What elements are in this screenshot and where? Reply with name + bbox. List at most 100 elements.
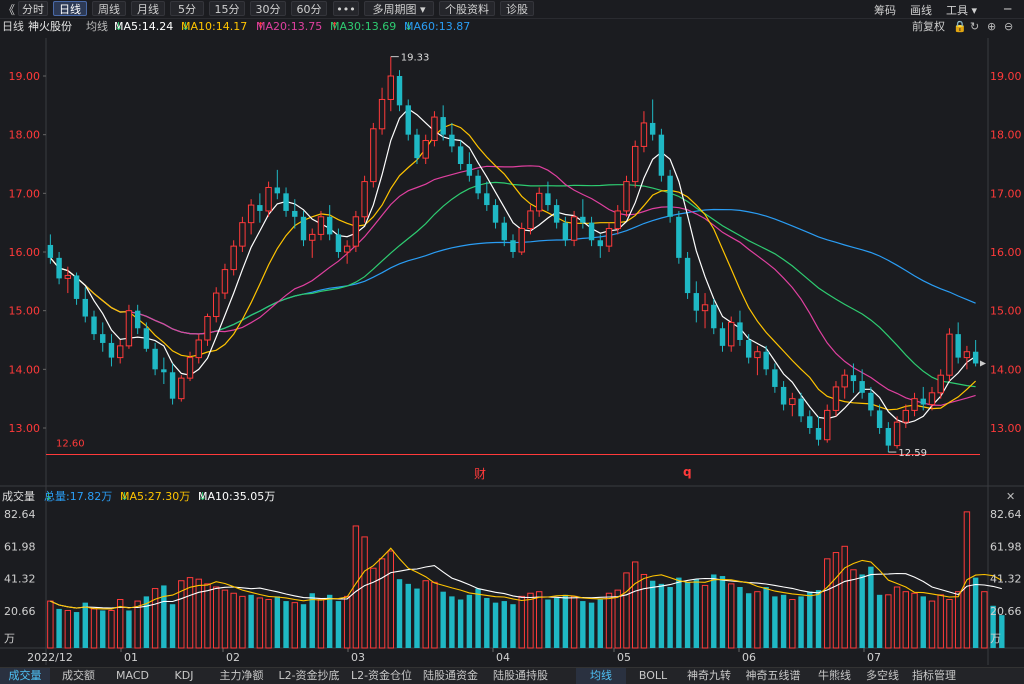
candle-body-down [152,348,158,370]
volume-bar-down [484,597,490,648]
chips-button[interactable]: 筹码 [874,4,896,17]
indicator-tab-10[interactable]: BOLL [638,669,668,682]
indicator-tab-bar: 成交量 成交额 MACD KDJ 主力净额 L2-资金抄底 L2-资金仓位 陆股通资金 陆股通持… [0,667,1024,684]
draw-line-button[interactable]: 画线 [910,4,932,17]
indicator-tab-7[interactable]: 陆股通资金 [423,669,478,682]
candle-body-up [422,140,429,159]
period-tab-intraday[interactable]: 分时 [18,1,48,16]
indicator-tab-2[interactable]: MACD [116,669,149,682]
adjust-label[interactable]: 前复权 [912,20,945,33]
candle-body-down [161,369,167,373]
candle-body-down [876,410,883,428]
indicator-tab-0[interactable]: 成交量 [0,668,50,684]
price-tick-right: 18.00 [990,129,1022,142]
back-icon[interactable]: 《 [3,3,16,17]
candle-body-up [605,228,613,247]
candle-body-down [449,134,455,147]
volume-bar-down [56,608,62,648]
volume-ma5: MA5:27.30万 ↓ [120,490,191,503]
candle-body-up [239,222,246,247]
period-tab-5min[interactable]: 5分 [170,1,204,16]
period-tab-15min[interactable]: 15分 [209,1,245,16]
indicator-tab-15[interactable]: 指标管理 [912,669,956,682]
candle-body-down [292,210,298,217]
candle-body-down [405,105,411,135]
volume-bar-up [431,581,438,649]
indicator-tab-8[interactable]: 陆股通持股 [493,669,548,682]
candle-body-up [631,145,639,183]
period-label: 日线 [2,20,24,33]
candle-body-up [343,245,351,253]
indicator-tab-13[interactable]: 牛熊线 [818,669,851,682]
volume-bar-up [928,600,936,649]
volume-bar-down [649,580,656,648]
volume-bar-down [169,604,176,648]
price-tick-left: 15.00 [9,305,41,318]
candle-body-down [649,122,656,135]
indicator-tab-4[interactable]: 主力净额 [219,669,264,682]
volume-bar-up [789,599,796,649]
candle-body-up [186,357,194,379]
volume-bar-down [597,599,603,648]
indicator-tab-12[interactable]: 神奇五线谱 [745,669,801,682]
indicator-tab-11[interactable]: 神奇九转 [687,669,731,682]
zoom-out-icon[interactable]: ⊖ [1004,20,1014,33]
candle-body-up [614,210,621,230]
indicator-tab-3[interactable]: KDJ [174,669,194,682]
period-tab-30min[interactable]: 30分 [250,1,286,16]
volume-bar-down [501,601,507,648]
indicator-tab-14[interactable]: 多空线 [866,669,899,682]
ma20-value: MA20:13.75 ↑ [256,20,323,33]
candle-body-down [780,386,787,405]
zoom-in-icon[interactable]: ⊕ [987,20,997,33]
volume-tick-left: 41.32 [4,573,36,586]
volume-bar-up [387,550,395,649]
volume-tick-right: 41.32 [990,573,1022,586]
volume-bar-down [990,605,996,648]
tools-button[interactable]: 工具 ▾ [946,2,977,18]
period-tab-daily[interactable]: 日线 [53,1,87,16]
volume-bar-down [335,601,342,648]
candle-body-up [378,98,386,130]
candle-body-down [82,298,88,317]
candle-body-down [684,257,691,294]
lock-icon[interactable]: 🔒 [953,20,967,33]
more-icon[interactable]: ••• [333,1,359,16]
volume-bar-up [605,592,613,649]
ma5-line [49,108,976,424]
close-panel-icon[interactable]: ✕ [1006,490,1016,503]
candle-body-down [143,328,150,349]
candle-body-up [963,351,971,359]
multi-period-dropdown[interactable]: 多周期图 ▾ [364,1,434,16]
indicator-tab-9[interactable]: 均线 [576,668,626,684]
volume-bar-up [623,572,630,649]
volume-bar-down [475,588,481,648]
indicator-tab-6[interactable]: L2-资金仓位 [350,669,413,682]
volume-bar-up [893,586,901,649]
indicator-tab-1[interactable]: 成交额 [62,669,95,682]
period-tab-60min[interactable]: 60分 [291,1,327,16]
candle-body-up [64,274,72,279]
period-tab-monthly[interactable]: 月线 [131,1,165,16]
profile-button[interactable]: 个股资料 [439,1,495,16]
diagnose-button[interactable]: 诊股 [500,1,534,16]
volume-bar-down [920,596,926,648]
volume-bar-down [667,586,673,648]
candle-body-up [728,321,735,347]
minimize-icon[interactable]: ─ [1004,2,1012,16]
top-toolbar: 《 分时 日线 周线 月线 5分 15分 30分 60分 ••• 多周期图 ▾ … [0,0,1024,19]
candle-body-up [431,116,438,142]
refresh-icon[interactable]: ↻ [970,20,980,33]
volume-bar-up [422,580,429,649]
candle-body-up [937,374,944,394]
stock-name[interactable]: 神火股份 [28,20,72,33]
event-marker: q [683,465,692,479]
candle-body-up [361,181,368,218]
candle-body-down [492,205,499,223]
period-tab-weekly[interactable]: 周线 [92,1,126,16]
candle-body-down [475,175,481,194]
indicator-tab-5[interactable]: L2-资金抄底 [278,669,340,682]
candle-body-down [676,216,682,258]
candle-body-up [535,192,543,212]
